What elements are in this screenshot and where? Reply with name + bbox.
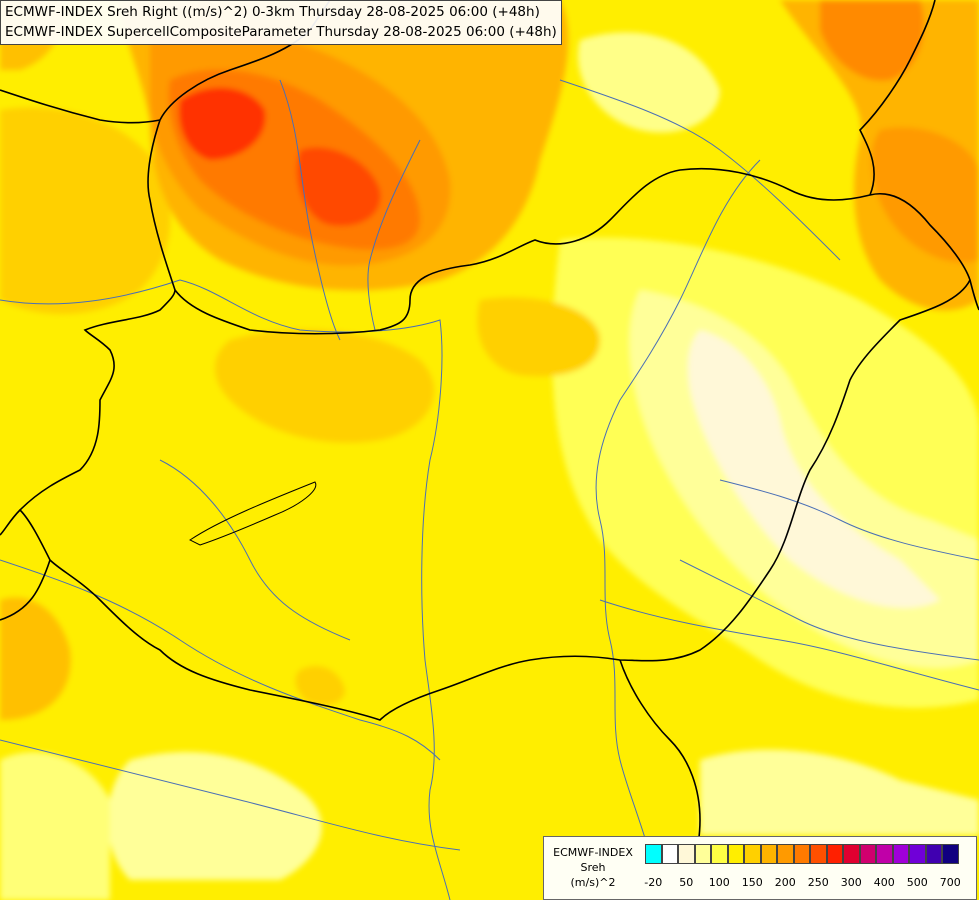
legend-tick-label: 400 [873,876,895,889]
river-danube-upper [0,279,451,900]
river-ne [559,79,841,261]
river-north-1 [279,79,341,341]
legend-tick-label: 200 [774,876,796,889]
legend-swatch [942,844,959,864]
legend-swatch [810,844,827,864]
river-east-1 [719,479,979,561]
legend-swatch [843,844,860,864]
legend-swatch [711,844,728,864]
legend-tick-label: 250 [807,876,829,889]
legend-swatch [645,844,662,864]
legend-swatch [793,844,810,864]
field-red-core-1 [179,87,266,160]
legend-swatch [892,844,909,864]
legend-swatch [826,844,843,864]
border-ukraine [859,0,936,196]
legend-tick-label: 100 [708,876,730,889]
field-gold-sw [0,597,71,720]
border-hungary [18,167,971,721]
title-line-1: ECMWF-INDEX Sreh Right ((m/s)^2) 0-3km T… [5,4,540,20]
map-title-box: ECMWF-INDEX Sreh Right ((m/s)^2) 0-3km T… [0,0,562,45]
river-drava [0,559,441,761]
legend-swatch [727,844,744,864]
legend-title: ECMWF-INDEX Sreh (m/s)^2 [544,845,642,890]
legend-tick-label: 150 [741,876,763,889]
lake-balaton [189,481,317,546]
legend-swatch [661,844,678,864]
rivers [0,79,979,900]
field-orange-ne-3 [871,127,979,263]
legend-tick-labels: -20 50 100 150 200 250 300 400 500 700 [644,876,975,890]
field-pale-north [578,32,720,133]
legend-swatch [876,844,893,864]
legend-tick-label: -20 [644,876,663,889]
field-gold-center [215,329,435,443]
river-tisza [595,159,761,900]
legend-swatch [777,844,794,864]
legend-swatch [678,844,695,864]
border-austria [0,89,161,124]
river-west-1 [159,459,351,641]
legend-tick-label: 300 [840,876,862,889]
field-gold-small [295,666,345,706]
legend-swatch [909,844,926,864]
legend-swatch [744,844,761,864]
field-whitish-east [688,330,940,608]
legend-title-line-2: Sreh [580,861,606,874]
field-gold-mid [477,297,600,377]
title-line-2: ECMWF-INDEX SupercellCompositeParameter … [5,24,557,40]
field-pale-south [107,751,322,880]
field-pale-southeast [700,749,979,835]
legend-color-bar [645,844,959,864]
field-red-core-2 [296,147,381,226]
legend-swatch [760,844,777,864]
field-gold-west [0,107,171,314]
border-slovenia [0,509,21,536]
legend-tick-label: 50 [679,876,694,889]
river-mures [599,599,979,691]
legend-swatch [925,844,942,864]
field-pale-southwest [0,752,110,900]
river-east-2 [679,559,979,661]
border-slovakia-west [147,119,176,291]
color-legend: ECMWF-INDEX Sreh (m/s)^2 -20 50 100 150 200 2… [543,836,977,900]
legend-unit: (m/s)^2 [570,876,616,889]
legend-tick-label: 700 [939,876,961,889]
legend-swatch [694,844,711,864]
legend-tick-label: 500 [906,876,928,889]
river-north-2 [367,139,421,331]
field-orange-ne-2 [820,0,924,81]
legend-swatch [859,844,876,864]
border-croatia [0,559,51,621]
legend-title-line-1: ECMWF-INDEX [553,846,633,859]
river-sava [0,739,461,851]
